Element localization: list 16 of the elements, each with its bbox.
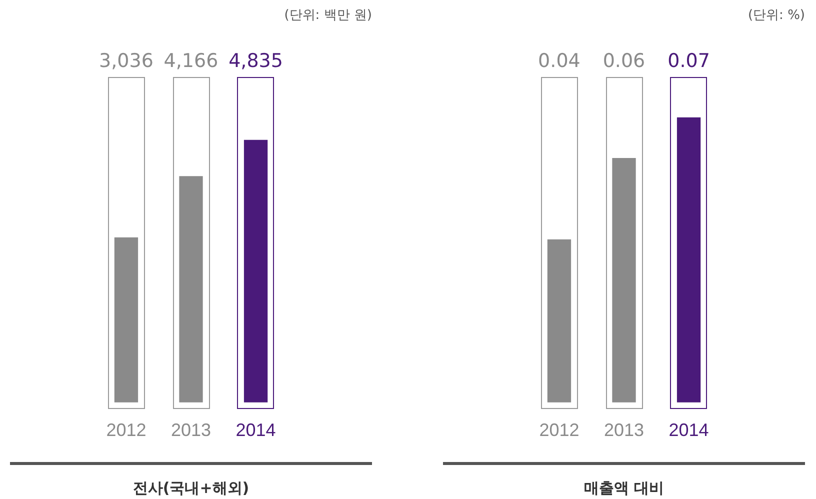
x-tick-label: 2014 bbox=[668, 420, 709, 440]
data-label: 4,166 bbox=[164, 50, 218, 72]
data-label: 0.04 bbox=[538, 50, 580, 72]
x-tick-label: 2014 bbox=[236, 420, 276, 440]
data-label: 0.07 bbox=[668, 50, 710, 72]
x-axis-title: 전사(국내+해외) bbox=[10, 462, 372, 498]
x-tick-label: 2013 bbox=[170, 420, 212, 440]
x-tick-label: 2012 bbox=[539, 420, 580, 440]
data-label: 0.06 bbox=[602, 50, 646, 72]
text: (단위: 백만 원) bbox=[284, 7, 372, 24]
data-label: 4,835 bbox=[228, 50, 283, 72]
data-label: 3,036 bbox=[99, 50, 154, 72]
x-tick-label: 2013 bbox=[604, 420, 644, 440]
text: (단위: %) bbox=[748, 7, 805, 24]
x-axis-title: 매출액 대비 bbox=[443, 462, 805, 498]
x-tick-label: 2012 bbox=[106, 420, 146, 440]
